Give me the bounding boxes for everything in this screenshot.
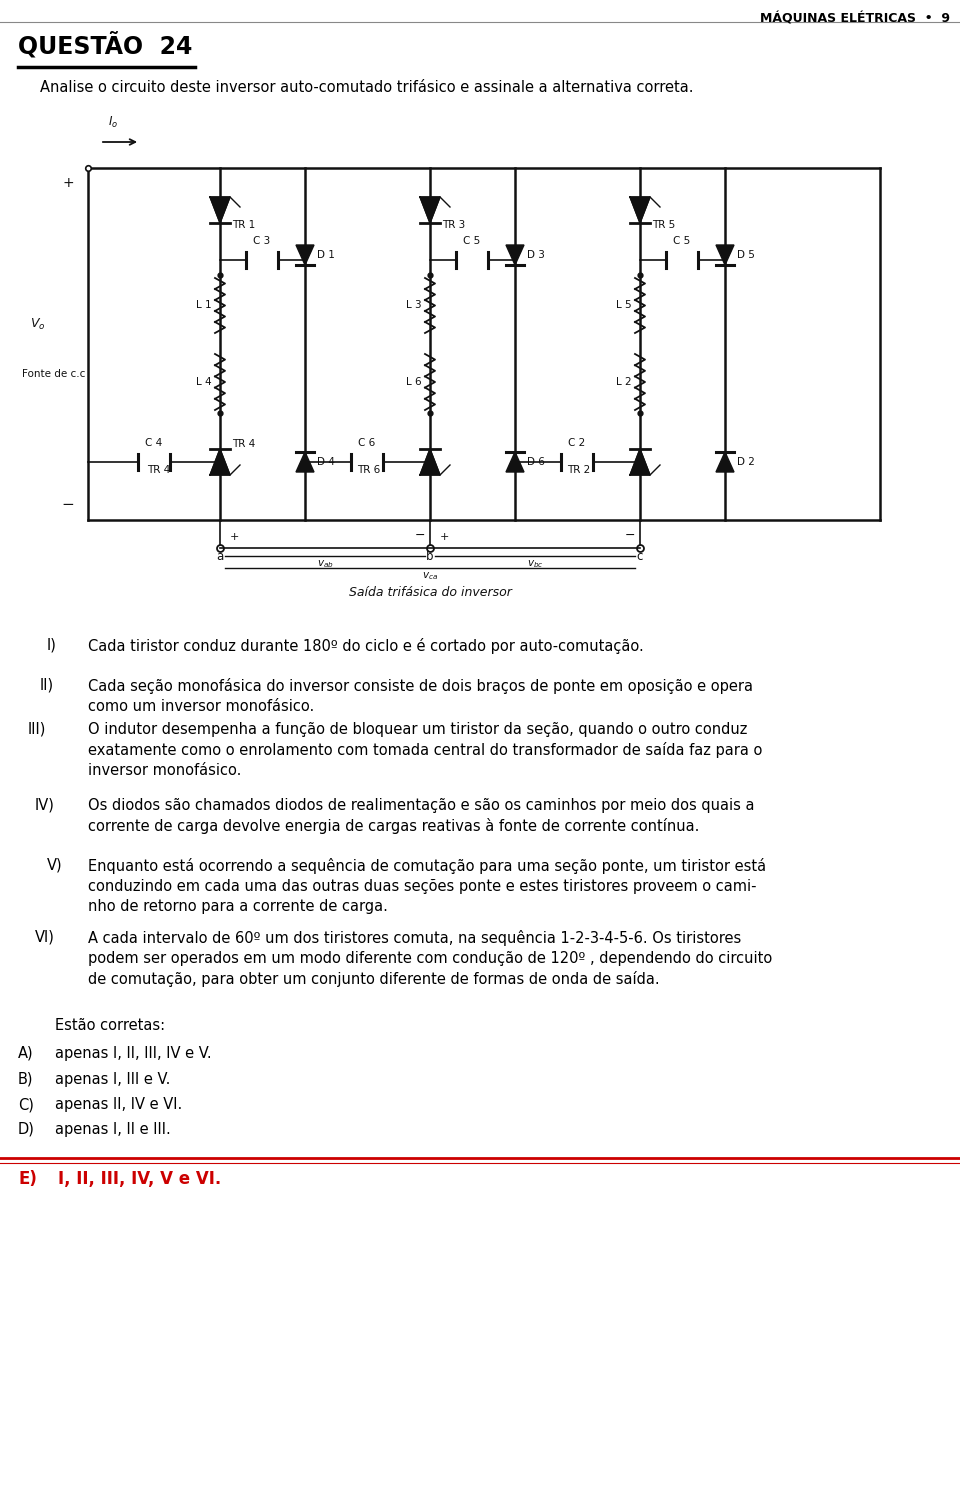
Text: C 5: C 5	[464, 235, 481, 246]
Text: a: a	[216, 549, 224, 563]
Text: +: +	[230, 532, 239, 542]
Text: D 4: D 4	[317, 457, 335, 468]
Polygon shape	[420, 450, 440, 475]
Text: C 6: C 6	[358, 438, 375, 448]
Text: E): E)	[18, 1170, 36, 1188]
Text: II): II)	[40, 677, 54, 692]
Text: C 4: C 4	[145, 438, 162, 448]
Polygon shape	[210, 450, 230, 475]
Text: +: +	[440, 532, 449, 542]
Text: III): III)	[28, 722, 46, 737]
Text: Saída trifásica do inversor: Saída trifásica do inversor	[348, 587, 512, 599]
Text: $I_o$: $I_o$	[108, 115, 118, 130]
Polygon shape	[716, 246, 734, 265]
Text: MÁQUINAS ELÉTRICAS  •  9: MÁQUINAS ELÉTRICAS • 9	[760, 13, 950, 25]
Text: V): V)	[47, 858, 62, 873]
Text: C 3: C 3	[253, 235, 271, 246]
Text: IV): IV)	[35, 798, 55, 813]
Text: L 1: L 1	[197, 301, 212, 311]
Text: $v_{bc}$: $v_{bc}$	[527, 558, 543, 570]
Text: $v_{ca}$: $v_{ca}$	[422, 570, 438, 582]
Polygon shape	[420, 197, 440, 223]
Text: Analise o circuito deste inversor auto-comutado trifásico e assinale a alternati: Analise o circuito deste inversor auto-c…	[40, 80, 693, 95]
Polygon shape	[716, 453, 734, 472]
Text: $V_o$: $V_o$	[30, 317, 45, 332]
Text: −: −	[415, 529, 425, 542]
Text: Cada tiristor conduz durante 180º do ciclo e é cortado por auto-comutação.: Cada tiristor conduz durante 180º do cic…	[88, 637, 644, 654]
Text: D): D)	[18, 1123, 35, 1138]
Text: Estão corretas:: Estão corretas:	[55, 1018, 165, 1033]
Text: apenas II, IV e VI.: apenas II, IV e VI.	[55, 1097, 182, 1112]
Text: I): I)	[47, 637, 57, 654]
Polygon shape	[630, 450, 650, 475]
Text: L 6: L 6	[406, 377, 422, 387]
Text: apenas I, II e III.: apenas I, II e III.	[55, 1123, 171, 1138]
Text: TR 5: TR 5	[652, 220, 675, 229]
Text: D 5: D 5	[737, 250, 755, 261]
Text: Cada seção monofásica do inversor consiste de dois braços de ponte em oposição e: Cada seção monofásica do inversor consis…	[88, 677, 753, 713]
Text: TR 6: TR 6	[357, 465, 380, 475]
Text: Os diodos são chamados diodos de realimentação e são os caminhos por meio dos qu: Os diodos são chamados diodos de realime…	[88, 798, 755, 834]
Text: C): C)	[18, 1097, 34, 1112]
Text: +: +	[62, 176, 74, 191]
Text: B): B)	[18, 1072, 34, 1087]
Text: Enquanto está ocorrendo a sequência de comutação para uma seção ponte, um tirist: Enquanto está ocorrendo a sequência de c…	[88, 858, 766, 914]
Text: I, II, III, IV, V e VI.: I, II, III, IV, V e VI.	[58, 1170, 221, 1188]
Text: TR 2: TR 2	[566, 465, 590, 475]
Text: TR 4: TR 4	[232, 439, 255, 450]
Text: D 6: D 6	[527, 457, 545, 468]
Text: L 2: L 2	[616, 377, 632, 387]
Polygon shape	[630, 197, 650, 223]
Polygon shape	[210, 197, 230, 223]
Text: VI): VI)	[35, 931, 55, 946]
Text: D 3: D 3	[527, 250, 545, 261]
Polygon shape	[296, 246, 314, 265]
Text: b: b	[426, 549, 434, 563]
Text: D 2: D 2	[737, 457, 755, 468]
Polygon shape	[506, 453, 524, 472]
Text: −: −	[61, 497, 74, 512]
Polygon shape	[296, 453, 314, 472]
Text: TR 1: TR 1	[232, 220, 255, 229]
Text: QUESTÃO  24: QUESTÃO 24	[18, 31, 192, 58]
Polygon shape	[506, 246, 524, 265]
Text: −: −	[625, 529, 636, 542]
Text: D 1: D 1	[317, 250, 335, 261]
Text: Fonte de c.c: Fonte de c.c	[22, 369, 85, 380]
Text: O indutor desempenha a função de bloquear um tiristor da seção, quando o outro c: O indutor desempenha a função de bloquea…	[88, 722, 762, 777]
Text: L 3: L 3	[406, 301, 422, 311]
Text: $v_{ab}$: $v_{ab}$	[317, 558, 333, 570]
Text: L 4: L 4	[197, 377, 212, 387]
Text: C 2: C 2	[568, 438, 586, 448]
Text: apenas I, II, III, IV e V.: apenas I, II, III, IV e V.	[55, 1045, 211, 1062]
Text: TR 3: TR 3	[442, 220, 466, 229]
Text: c: c	[636, 549, 643, 563]
Text: A): A)	[18, 1045, 34, 1062]
Text: TR 4: TR 4	[147, 465, 170, 475]
Text: L 5: L 5	[616, 301, 632, 311]
Text: C 5: C 5	[673, 235, 690, 246]
Text: A cada intervalo de 60º um dos tiristores comuta, na sequência 1-2-3-4-5-6. Os t: A cada intervalo de 60º um dos tiristore…	[88, 931, 772, 987]
Text: apenas I, III e V.: apenas I, III e V.	[55, 1072, 170, 1087]
